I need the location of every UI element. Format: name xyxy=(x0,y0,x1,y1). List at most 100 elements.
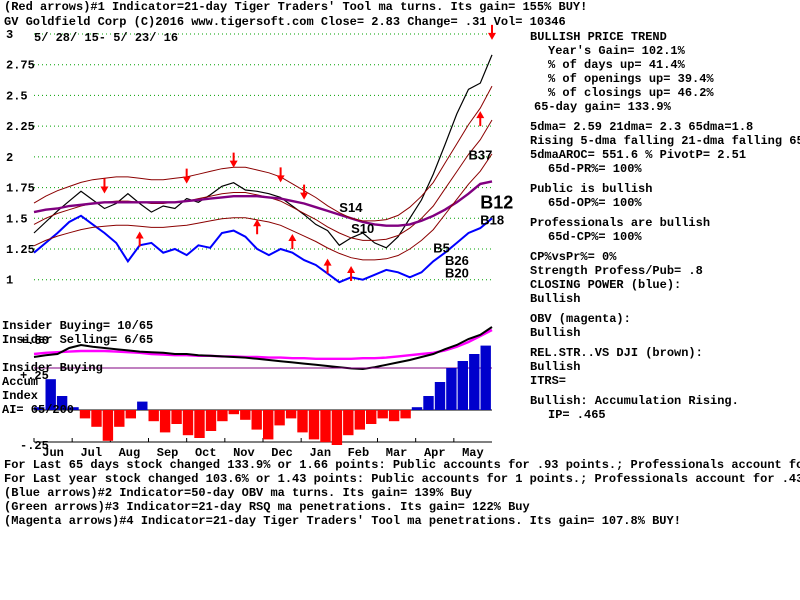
accum-bar xyxy=(148,410,159,422)
y-axis: 3 2.75 2.5 2.25 2 1.75 1.5 1.25 1 xyxy=(6,28,35,288)
accum-bar xyxy=(114,410,125,427)
series-line xyxy=(33,119,493,241)
accum-bar xyxy=(228,410,239,415)
accum-bar xyxy=(469,354,480,410)
insider-buying-label: Insider Buying= 10/65 xyxy=(2,319,154,333)
x-tick-label: Jun xyxy=(42,446,64,460)
band-line xyxy=(33,153,493,261)
annotation-b12: B12 xyxy=(480,193,513,213)
footer-line-5: (Magenta arrows)#4 Indicator=21-day Tige… xyxy=(4,514,681,528)
ai-label: AI= 65/200 xyxy=(2,403,75,417)
annotation-s14: S14 xyxy=(339,200,363,215)
obv-title: OBV (magenta): xyxy=(530,312,631,326)
accum-bar xyxy=(102,410,114,441)
accum-bar xyxy=(159,410,171,433)
annotation-b37: B37 xyxy=(469,147,493,162)
y-tick-label: 1.5 xyxy=(6,212,28,226)
header-line-1: (Red arrows)#1 Indicator=21-day Tiger Tr… xyxy=(4,0,588,14)
accum-bar xyxy=(320,410,331,443)
annotation-b5: B5 xyxy=(433,241,450,256)
annotation-b20: B20 xyxy=(445,265,469,280)
accum-bar xyxy=(182,410,194,436)
accum-bar xyxy=(171,410,182,424)
series-line xyxy=(33,180,493,227)
x-tick-label: Apr xyxy=(424,446,446,460)
signal-arrow xyxy=(100,178,109,194)
accum-bar xyxy=(251,410,262,430)
y-tick-label: 1.25 xyxy=(6,243,35,257)
itrs-line: ITRS= xyxy=(530,374,567,388)
y-tick-label: 3 xyxy=(6,28,13,42)
accum-bar xyxy=(388,410,400,422)
y-tick-label: 2.25 xyxy=(6,120,35,134)
cp-line: 65d-CP%= 100% xyxy=(548,230,642,244)
signal-arrow xyxy=(229,152,238,168)
x-tick-label: Feb xyxy=(348,446,370,460)
series-line xyxy=(33,54,493,249)
accum-bar xyxy=(434,382,446,410)
series-line xyxy=(33,214,493,284)
annotation-b26: B26 xyxy=(445,253,469,268)
price-series xyxy=(33,54,493,284)
y-tick-label: 1 xyxy=(6,274,13,288)
grid-lines xyxy=(34,33,492,281)
relstr-line xyxy=(33,326,493,371)
accum-tick-label: +.25 xyxy=(20,369,49,383)
accum-bar xyxy=(125,410,136,419)
accum-bar xyxy=(240,410,251,420)
accum-bar xyxy=(194,410,205,438)
date-range: 5/ 28/ 15- 5/ 23/ 16 xyxy=(34,31,179,45)
signal-arrow xyxy=(476,111,485,127)
x-tick-label: Sep xyxy=(157,446,179,460)
signal-arrow xyxy=(323,258,332,274)
annotation-s10: S10 xyxy=(351,221,374,236)
accum-bar xyxy=(411,407,423,410)
accum-bar xyxy=(354,410,365,430)
accum-bar xyxy=(91,410,102,427)
signal-arrows xyxy=(100,24,496,281)
gain-65: 65-day gain= 133.9% xyxy=(534,100,671,114)
x-tick-label: Dec xyxy=(271,446,293,460)
y-tick-label: 2 xyxy=(6,151,13,165)
accum-bar xyxy=(377,410,388,419)
trend-title: BULLISH PRICE TREND xyxy=(530,30,667,44)
cp-vs-pr: CP%vsPr%= 0% xyxy=(530,250,617,264)
accum-bar xyxy=(274,410,285,426)
closing-power-value: Bullish xyxy=(530,292,581,306)
x-tick-label: Nov xyxy=(233,446,255,460)
insider-buying-label-2: Insider Buying xyxy=(2,361,103,375)
signal-arrow xyxy=(347,265,356,281)
accum-bar xyxy=(308,410,320,440)
y-tick-label: 1.75 xyxy=(6,182,35,196)
accum-tick-label: -.25 xyxy=(20,439,49,453)
footer-line-4: (Green arrows)#3 Indicator=21-day RSQ ma… xyxy=(4,500,530,514)
x-axis: Jun Jul Aug Sep Oct Nov Dec Jan Feb Mar Apr May xyxy=(33,438,492,460)
closings-up: % of closings up= 46.2% xyxy=(548,86,714,100)
footer-line-2: For Last year stock changed 103.6% or 1.… xyxy=(4,472,800,486)
accum-bar xyxy=(137,401,148,410)
x-tick-label: Jul xyxy=(80,446,102,460)
y-tick-label: 2.75 xyxy=(6,59,35,73)
obv-value: Bullish xyxy=(530,326,581,340)
accum-bar xyxy=(45,379,56,410)
signal-arrow xyxy=(488,24,496,40)
header-line-2: GV Goldfield Corp (C)2016 www.tigersoft.… xyxy=(4,15,566,29)
accum-label: Accum xyxy=(2,375,39,389)
index-label: Index xyxy=(2,389,39,403)
accum-bar xyxy=(446,368,457,410)
annotation-b18: B18 xyxy=(480,212,504,227)
accum-bar xyxy=(331,410,343,445)
accum-bar xyxy=(423,396,434,410)
accum-bar xyxy=(457,361,468,410)
accum-bar xyxy=(297,410,308,433)
accum-bar xyxy=(366,410,377,424)
signal-arrow xyxy=(182,168,191,184)
aroc-line: 5dmaAROC= 551.6 % PivotP= 2.51 xyxy=(530,148,747,162)
accum-tick-label: +.50 xyxy=(20,334,49,348)
rising-line: Rising 5-dma falling 21-dma falling 65-d… xyxy=(530,134,800,148)
x-tick-label: Oct xyxy=(195,446,217,460)
year-gain: Year's Gain= 102.1% xyxy=(548,44,685,58)
days-up: % of days up= 41.4% xyxy=(548,58,685,72)
